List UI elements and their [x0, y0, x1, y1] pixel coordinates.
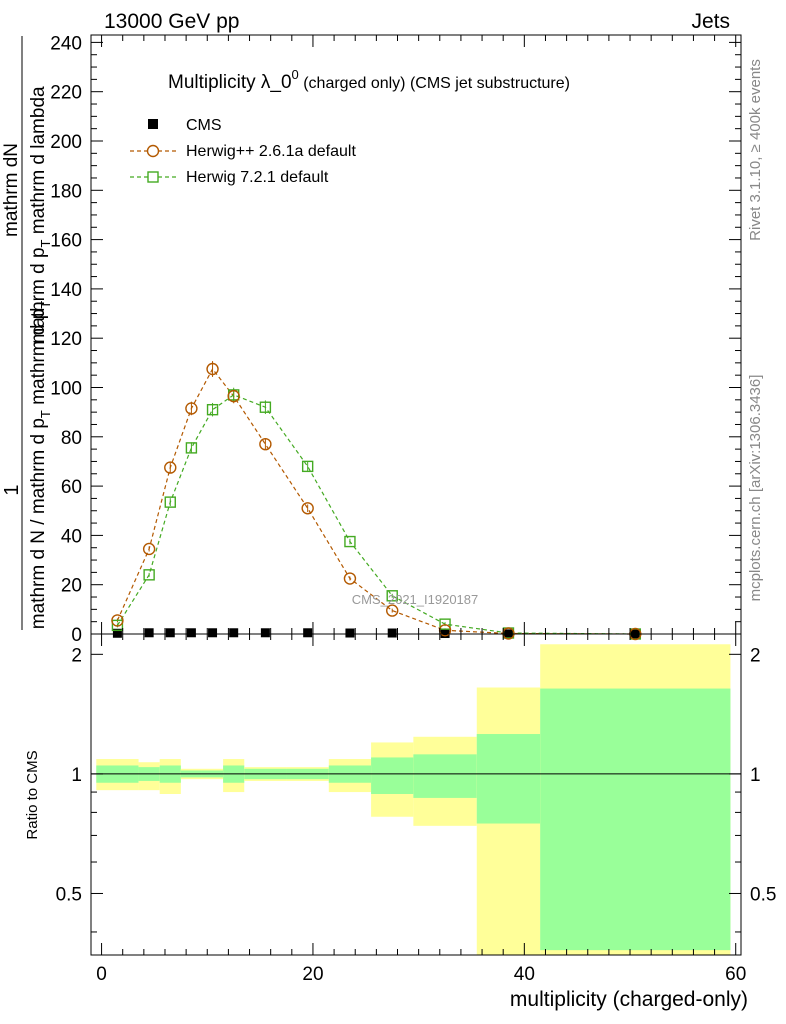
main-y-axis-label: 1 mathrm dN mathrm d pT mathrm d lambda …: [1, 36, 53, 630]
herwigpp-point: [164, 461, 177, 474]
y-label-numerator-text: mathrm dN: [1, 143, 22, 237]
ratio-inner-band-11: [476, 734, 541, 824]
y-label-numerator: mathrm dN: [1, 143, 22, 237]
ratio-y-tick-label: 0.5: [56, 884, 82, 905]
herwigpp-point: [301, 502, 314, 515]
main-y-tick-label: 80: [61, 428, 82, 449]
y-label-tail-dp: mathrm d p: [28, 247, 49, 343]
herwig7-point: [185, 442, 198, 454]
x-tick-label: 0: [96, 964, 107, 985]
analysis-watermark: CMS_2021_I1920187: [352, 592, 479, 607]
herwigpp-point: [206, 362, 219, 376]
y-label-tail-dp-sub: T: [38, 239, 53, 247]
herwig7-point: [386, 590, 398, 602]
header-left: 13000 GeV pp: [104, 10, 239, 33]
ratio-y-tick-label-right: 2: [750, 645, 761, 666]
y-label-den-part1: mathrm d N / mathrm d p: [28, 418, 49, 629]
x-axis-label: multiplicity (charged-only): [510, 988, 748, 1011]
plot-title-main: Multiplicity λ_0: [168, 72, 292, 93]
herwigpp-point: [185, 402, 198, 415]
ratio-inner-band-9: [371, 757, 414, 794]
main-y-tick-label: 120: [50, 329, 82, 350]
ratio-inner-band-10: [413, 754, 477, 798]
herwigpp-point: [142, 542, 156, 556]
plot-title: Multiplicity λ_00 (charged only) (CMS je…: [168, 67, 570, 93]
y-label-tail-dlambda-text: mathrm d lambda: [28, 86, 49, 234]
y-label-den-part1-sub: T: [38, 410, 53, 418]
herwigpp-point: [386, 604, 399, 617]
ratio-y-tick-label-right: 0.5: [750, 884, 776, 905]
main-y-tick-label: 140: [50, 280, 82, 301]
main-y-tick-label: 20: [61, 576, 82, 597]
legend-herwig7-marker: [147, 171, 159, 183]
plot-title-rest: (charged only) (CMS jet substructure): [299, 75, 570, 92]
legend: CMS Herwig++ 2.6.1a default Herwig 7.2.1…: [130, 117, 356, 186]
herwig7-point: [344, 535, 356, 548]
cms-point: [303, 628, 313, 638]
ratio-y-tick-label: 1: [71, 765, 82, 786]
main-y-tick-label: 0: [71, 625, 82, 646]
main-y-tick-label: 160: [50, 231, 82, 252]
herwigpp-point: [343, 572, 357, 585]
main-y-tick-label: 240: [50, 33, 82, 54]
x-tick-label: 20: [302, 964, 323, 985]
main-y-tick-label: 40: [61, 526, 82, 547]
cms-point: [165, 628, 175, 638]
cms-point: [345, 628, 355, 638]
y-label-one: 1: [1, 484, 23, 495]
ratio-frame: [90, 633, 742, 956]
cms-point: [208, 628, 218, 638]
legend-herwigpp-label: Herwig++ 2.6.1a default: [186, 143, 356, 160]
legend-cms-marker: [148, 119, 158, 129]
legend-herwigpp-marker: [146, 144, 160, 158]
cms-point: [387, 628, 397, 638]
x-tick-label: 40: [514, 964, 535, 985]
main-y-tick-label: 220: [50, 83, 82, 104]
ratio-y-tick-label-right: 1: [750, 765, 761, 786]
herwig7-point: [164, 496, 176, 508]
legend-cms-label: CMS: [186, 117, 222, 134]
herwigpp-point: [227, 389, 240, 403]
herwigpp-point: [259, 437, 272, 451]
cms-point: [144, 628, 154, 638]
cms-point: [186, 628, 196, 638]
main-y-tick-label: 200: [50, 132, 82, 153]
ratio-axes: 0 20 40 60 0.5 0.5 1 1 2 2: [56, 633, 776, 985]
herwigpp-point: [111, 614, 124, 627]
main-series-layer: [111, 361, 642, 641]
y-label-numerator-tail: mathrm d pT mathrm d lambda: [28, 86, 53, 344]
main-axes: 0 20 40 60 80 100 120 140 160 180 200 220 240: [50, 33, 742, 646]
plot-title-superscript: 0: [292, 67, 299, 82]
main-y-tick-label: 180: [50, 181, 82, 202]
rivet-version-label: Rivet 3.1.10, ≥ 400k events: [747, 59, 764, 241]
mcplots-label: mcplots.cern.ch [arXiv:1306.3436]: [747, 375, 764, 602]
main-y-tick-label: 100: [50, 378, 82, 399]
y-label-den-part2: mathrm d p: [28, 309, 49, 405]
herwig7-point: [301, 460, 314, 473]
y-label-denominator: mathrm d N / mathrm d pT mathrm d pT: [28, 301, 53, 630]
ratio-bands: [91, 644, 741, 955]
herwig7-point: [143, 569, 155, 581]
main-y-tick-label: 60: [61, 477, 82, 498]
y-label-den-part2-sub: T: [38, 301, 53, 309]
herwig7-point: [439, 618, 451, 630]
cms-point: [260, 628, 270, 638]
ratio-y-tick-label: 2: [71, 645, 82, 666]
cms-point: [229, 628, 239, 638]
legend-herwig7-label: Herwig 7.2.1 default: [186, 169, 329, 186]
cms-point: [112, 628, 122, 638]
herwig7-point: [259, 401, 272, 413]
herwig7-point: [206, 403, 219, 416]
header-right: Jets: [691, 10, 730, 33]
herwig7-point: [111, 619, 124, 632]
x-tick-label: 60: [725, 964, 746, 985]
ratio-inner-band-12: [540, 688, 731, 951]
ratio-y-label: Ratio to CMS: [24, 750, 41, 839]
